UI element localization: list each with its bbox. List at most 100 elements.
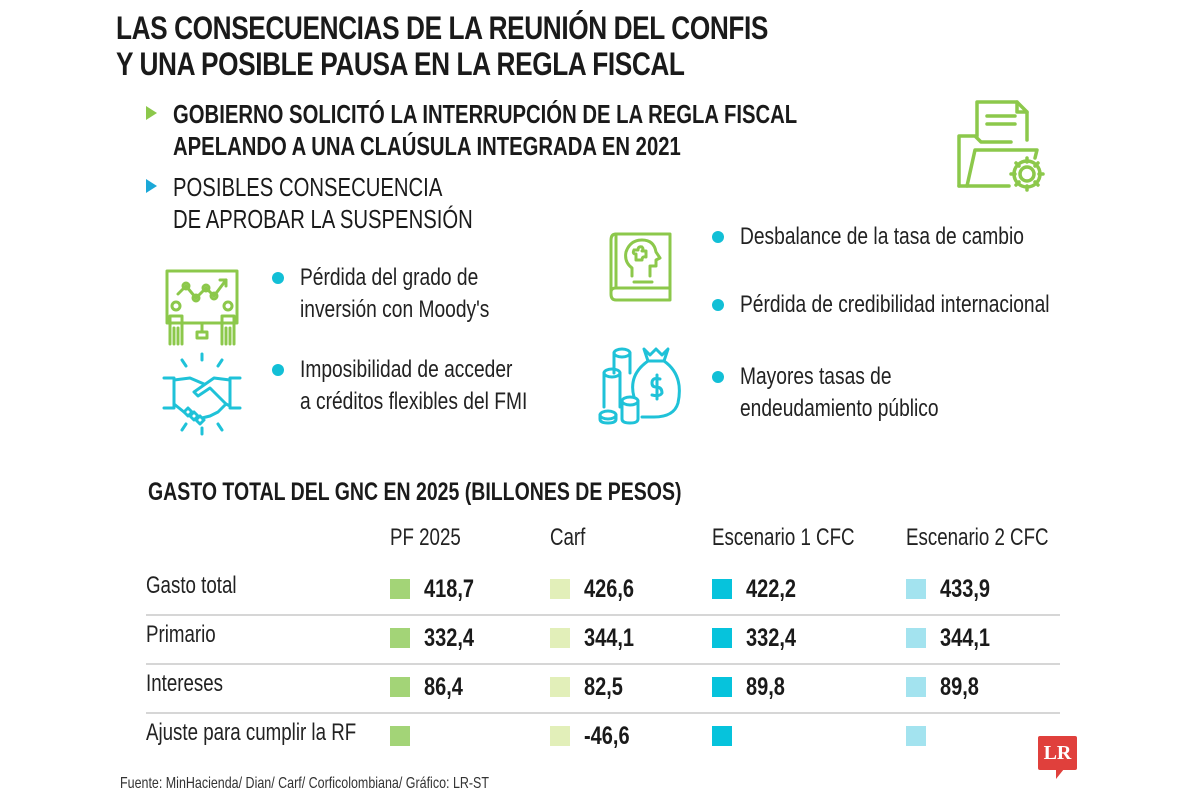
headline-2-line-2: DE APROBAR LA SUSPENSIÓN — [173, 204, 473, 234]
money-bag-icon — [598, 347, 681, 425]
consequence-text: endeudamiento público — [740, 395, 939, 422]
color-swatch — [906, 579, 926, 599]
handshake-icon — [162, 352, 242, 436]
row-label-text: Primario — [146, 621, 216, 648]
table-title-text: GASTO TOTAL DEL GNC EN 2025 (BILLONES DE… — [148, 478, 682, 506]
cell-value-wrap: 426,6 — [584, 575, 647, 604]
column-header-text: Escenario 1 CFC — [712, 524, 855, 551]
page-title: LAS CONSECUENCIAS DE LA REUNIÓN DEL CONF… — [116, 10, 911, 82]
logo-tail — [1056, 769, 1064, 779]
triangle-bullet-icon — [146, 106, 157, 120]
consequence-item: Pérdida del grado de inversión con Moody… — [272, 262, 537, 326]
consequence-text: a créditos flexibles del FMI — [300, 388, 528, 415]
row-label-text: Ajuste para cumplir la RF — [146, 719, 357, 746]
source-text: Fuente: MinHacienda/ Dian/ Carf/ Corfico… — [120, 775, 490, 792]
cell-value-wrap: 332,4 — [424, 624, 487, 653]
consequence-text: Pérdida de credibilidad internacional — [740, 291, 1050, 318]
column-header: Carf — [550, 524, 595, 552]
consequence-item: Mayores tasas de endeudamiento público — [712, 361, 988, 425]
headline-2: POSIBLES CONSECUENCIA DE APROBAR LA SUSP… — [146, 171, 557, 235]
column-header-text: PF 2025 — [390, 524, 461, 551]
color-swatch — [906, 677, 926, 697]
cell-value: 86,4 — [424, 672, 463, 701]
bullet-dot-icon — [712, 299, 724, 311]
color-swatch — [550, 677, 570, 697]
cell-value: 82,5 — [584, 672, 623, 701]
consequence-text: Desbalance de la tasa de cambio — [740, 223, 1024, 250]
color-swatch — [390, 628, 410, 648]
table-cell: 89,8 — [906, 672, 989, 702]
table-cell — [712, 721, 746, 751]
row-label: Primario — [146, 621, 235, 649]
consequence-item: Desbalance de la tasa de cambio — [712, 221, 1095, 253]
cell-value-wrap: 89,8 — [940, 673, 989, 702]
table-cell — [390, 721, 424, 751]
table-title: GASTO TOTAL DEL GNC EN 2025 (BILLONES DE… — [148, 478, 832, 507]
bullet-dot-icon — [712, 231, 724, 243]
table-cell: 82,5 — [550, 672, 633, 702]
cell-value-wrap: 86,4 — [424, 673, 473, 702]
cell-value: -46,6 — [584, 721, 630, 750]
column-header-text: Escenario 2 CFC — [906, 524, 1049, 551]
color-swatch — [550, 726, 570, 746]
row-divider — [146, 663, 1060, 665]
row-divider — [146, 614, 1060, 616]
presentation-chart-icon — [165, 269, 239, 346]
table-cell: 344,1 — [550, 623, 647, 653]
row-label: Intereses — [146, 670, 245, 698]
cell-value: 89,8 — [940, 672, 979, 701]
color-swatch — [712, 628, 732, 648]
color-swatch — [390, 677, 410, 697]
color-swatch — [712, 579, 732, 599]
table-cell: 86,4 — [390, 672, 473, 702]
title-line-2: Y UNA POSIBLE PAUSA EN LA REGLA FISCAL — [116, 46, 685, 82]
cell-value-wrap: -46,6 — [584, 722, 641, 751]
color-swatch — [906, 726, 926, 746]
column-header-text: Carf — [550, 524, 586, 551]
color-swatch — [712, 726, 732, 746]
row-label-text: Intereses — [146, 670, 224, 697]
lr-logo: LR — [1038, 736, 1077, 770]
cell-value-wrap: 422,2 — [746, 575, 809, 604]
color-swatch — [550, 628, 570, 648]
color-swatch — [390, 579, 410, 599]
bullet-dot-icon — [272, 272, 284, 284]
triangle-bullet-icon — [146, 179, 157, 193]
color-swatch — [712, 677, 732, 697]
book-head-icon — [609, 232, 672, 302]
table-cell: 426,6 — [550, 574, 647, 604]
cell-value: 332,4 — [746, 623, 797, 652]
bullet-dot-icon — [712, 371, 724, 383]
cell-value: 344,1 — [940, 623, 991, 652]
table-cell: 89,8 — [712, 672, 795, 702]
table-cell: 418,7 — [390, 574, 487, 604]
consequence-text: inversión con Moody's — [300, 296, 490, 323]
cell-value-wrap: 89,8 — [746, 673, 795, 702]
title-line-1: LAS CONSECUENCIAS DE LA REUNIÓN DEL CONF… — [116, 10, 768, 46]
cell-value: 422,2 — [746, 574, 797, 603]
headline-2-line-1: POSIBLES CONSECUENCIA — [173, 172, 443, 202]
row-label-text: Gasto total — [146, 572, 237, 599]
consequence-text: Pérdida del grado de — [300, 264, 479, 291]
cell-value: 433,9 — [940, 574, 991, 603]
source-note: Fuente: MinHacienda/ Dian/ Carf/ Corfico… — [120, 775, 593, 793]
column-header: PF 2025 — [390, 524, 481, 552]
cell-value-wrap: 344,1 — [940, 624, 1003, 653]
cell-value: 344,1 — [584, 623, 635, 652]
table-cell: 332,4 — [712, 623, 809, 653]
cell-value: 332,4 — [424, 623, 475, 652]
table-cell: 422,2 — [712, 574, 809, 604]
consequence-item: Pérdida de credibilidad internacional — [712, 289, 1127, 321]
consequence-item: Imposibilidad de acceder a créditos flex… — [272, 354, 584, 418]
cell-value: 418,7 — [424, 574, 475, 603]
row-divider — [146, 712, 1060, 714]
cell-value: 426,6 — [584, 574, 635, 603]
table-cell — [906, 721, 940, 751]
headline-1: GOBIERNO SOLICITÓ LA INTERRUPCIÓN DE LA … — [146, 98, 973, 162]
consequence-text: Imposibilidad de acceder — [300, 356, 513, 383]
table-cell: -46,6 — [550, 721, 641, 751]
table-cell: 433,9 — [906, 574, 1003, 604]
cell-value-wrap: 433,9 — [940, 575, 1003, 604]
table-cell: 332,4 — [390, 623, 487, 653]
cell-value-wrap: 332,4 — [746, 624, 809, 653]
